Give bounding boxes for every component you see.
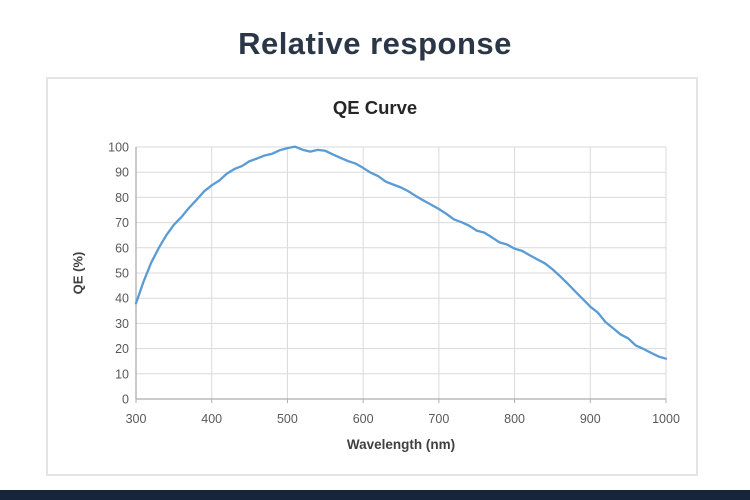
x-tick-label: 600 (353, 412, 374, 426)
chart-card: QE Curve QE (%) Wavelength (nm) 0 10 20 30 4… (46, 77, 698, 476)
y-tick-label: 70 (115, 216, 129, 230)
x-tick-label: 1000 (652, 412, 680, 426)
y-tick-label: 80 (115, 191, 129, 205)
qe-curve-line (134, 145, 668, 360)
x-axis-title: Wavelength (nm) (346, 437, 456, 452)
y-tick-label: 40 (115, 292, 129, 306)
x-tick-label: 300 (126, 412, 147, 426)
x-tick-label: 500 (277, 412, 298, 426)
x-tick-label: 700 (428, 412, 449, 426)
y-tick-label: 10 (115, 367, 129, 381)
y-tick-label: 60 (115, 241, 129, 255)
chart-title: QE Curve (332, 97, 418, 118)
y-tick-label: 100 (108, 141, 129, 155)
y-tick-label: 0 (122, 393, 129, 407)
qe-curve-plot: 0 10 20 30 40 50 60 70 80 90 100 300 400 500 600 700 800… (108, 141, 680, 427)
y-tick-label: 20 (115, 342, 129, 356)
footer-bar (0, 490, 750, 500)
x-tick-label: 900 (580, 412, 601, 426)
x-tick-label: 800 (504, 412, 525, 426)
page-title: Relative response (238, 26, 512, 61)
x-tick-label: 400 (201, 412, 222, 426)
y-tick-label: 90 (115, 166, 129, 180)
y-tick-label: 50 (115, 267, 129, 281)
y-tick-label: 30 (115, 317, 129, 331)
